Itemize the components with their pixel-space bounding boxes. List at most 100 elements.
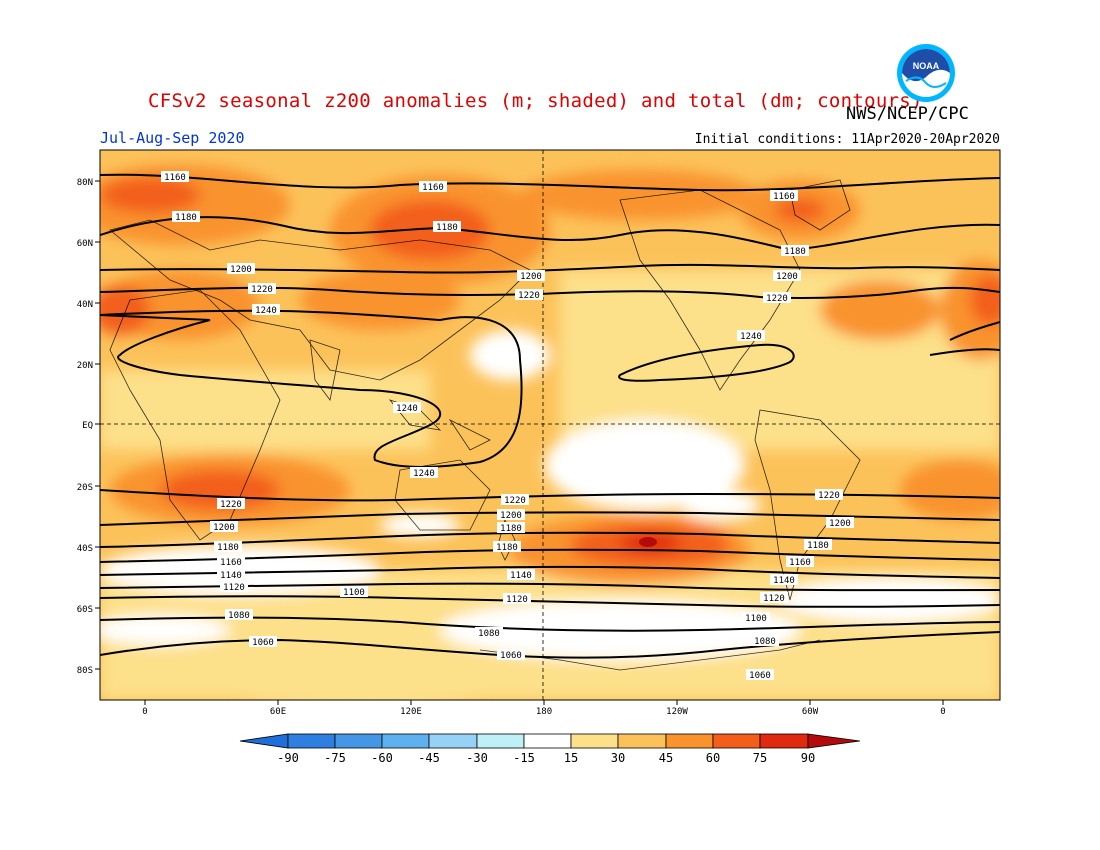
svg-text:1240: 1240 <box>413 469 435 479</box>
svg-text:1180: 1180 <box>496 543 518 553</box>
contour-label-1180: 1180 <box>804 539 832 551</box>
svg-text:1140: 1140 <box>510 571 532 581</box>
colorbar-tick: -15 <box>513 751 535 765</box>
contour-label-1100: 1100 <box>340 586 368 598</box>
contour-label-1160: 1160 <box>770 190 798 202</box>
colorbar-tick: -90 <box>277 751 299 765</box>
svg-text:1220: 1220 <box>220 500 242 510</box>
lat-label: 20N <box>77 361 93 371</box>
contour-label-1240: 1240 <box>393 402 421 414</box>
svg-text:1200: 1200 <box>213 523 235 533</box>
contour-label-1140: 1140 <box>217 569 245 581</box>
svg-text:1180: 1180 <box>784 247 806 257</box>
colorbar-tick: 15 <box>564 751 578 765</box>
svg-text:1140: 1140 <box>773 576 795 586</box>
svg-text:1100: 1100 <box>343 588 365 598</box>
contour-label-1220: 1220 <box>217 498 245 510</box>
contour-label-1200: 1200 <box>826 517 854 529</box>
svg-text:1120: 1120 <box>763 594 785 604</box>
contour-label-1160: 1160 <box>217 556 245 568</box>
svg-text:1160: 1160 <box>422 183 444 193</box>
colorbar-tick: 60 <box>706 751 720 765</box>
colorbar-tick: 45 <box>659 751 673 765</box>
contour-label-1180: 1180 <box>214 541 242 553</box>
contour-label-1160: 1160 <box>419 181 447 193</box>
lon-label: 60E <box>270 707 286 717</box>
contour-label-1080: 1080 <box>751 635 779 647</box>
svg-text:1200: 1200 <box>520 272 542 282</box>
contour-label-1180: 1180 <box>781 245 809 257</box>
svg-text:1200: 1200 <box>230 265 252 275</box>
max-anomaly-core <box>639 537 657 547</box>
lat-label: 60S <box>77 605 93 615</box>
colorbar-bin <box>476 733 525 749</box>
svg-text:1220: 1220 <box>818 491 840 501</box>
svg-text:1180: 1180 <box>807 541 829 551</box>
colorbar-bin <box>428 733 478 749</box>
map-title: CFSv2 seasonal z200 anomalies (m; shaded… <box>148 90 923 112</box>
agency-label: NWS/NCEP/CPC <box>846 104 969 124</box>
axis-ticks <box>95 180 944 705</box>
lat-label: 80S <box>77 666 93 676</box>
svg-text:1220: 1220 <box>518 291 540 301</box>
colorbar-tick: -30 <box>466 751 488 765</box>
svg-text:1160: 1160 <box>164 173 186 183</box>
colorbar-bin <box>665 733 714 749</box>
svg-text:1080: 1080 <box>228 611 250 621</box>
lon-label: 60W <box>802 707 819 717</box>
lon-label: 180 <box>536 707 552 717</box>
shaded-anomalies <box>100 150 1000 700</box>
svg-text:1120: 1120 <box>506 595 528 605</box>
contour-label-1200: 1200 <box>210 521 238 533</box>
coastlines <box>109 179 861 671</box>
colorbar-bin <box>334 733 383 749</box>
contour-label-1180: 1180 <box>493 541 521 553</box>
svg-text:1180: 1180 <box>175 213 197 223</box>
contour-label-1060: 1060 <box>497 649 525 661</box>
svg-text:1200: 1200 <box>776 272 798 282</box>
colorbar-bin <box>712 733 761 749</box>
contour-label-1200: 1200 <box>773 270 801 282</box>
colorbar-bin <box>759 733 809 749</box>
lat-label: 40S <box>77 544 93 554</box>
colorbar-tick: 75 <box>753 751 767 765</box>
colorbar-tick: -75 <box>324 751 346 765</box>
latitude-axis: 80N 60N 40N 20N EQ 20S 40S 60S 80S <box>77 178 93 676</box>
contour-label-1240: 1240 <box>737 330 765 342</box>
initial-conditions: Initial conditions: 11Apr2020-20Apr2020 <box>694 132 1000 147</box>
lat-label: 40N <box>77 300 93 310</box>
contour-label-1200: 1200 <box>497 509 525 521</box>
colorbar-tick: -60 <box>371 751 393 765</box>
contour-label-1140: 1140 <box>507 569 535 581</box>
colorbar-bin <box>381 733 430 749</box>
contour-label-1180: 1180 <box>497 522 525 534</box>
map-frame <box>99 149 1001 701</box>
contour-label-1120: 1120 <box>760 592 788 604</box>
forecast-period: Jul-Aug-Sep 2020 <box>100 129 245 147</box>
svg-text:1200: 1200 <box>829 519 851 529</box>
contour-label-1180: 1180 <box>172 211 200 223</box>
colorbar-bin <box>523 733 572 749</box>
colorbar-tick: -45 <box>418 751 440 765</box>
contour-labels: 1160 1160 1160 1180 1180 1180 1200 1200 … <box>161 171 854 681</box>
contour-label-1080: 1080 <box>475 627 503 639</box>
svg-text:1220: 1220 <box>766 294 788 304</box>
contour-label-1240: 1240 <box>410 467 438 479</box>
contour-label-1160: 1160 <box>786 556 814 568</box>
contour-label-1180: 1180 <box>433 221 461 233</box>
svg-text:1080: 1080 <box>478 629 500 639</box>
contour-label-1120: 1120 <box>503 593 531 605</box>
svg-text:1200: 1200 <box>500 511 522 521</box>
svg-text:1220: 1220 <box>504 496 526 506</box>
lat-label: EQ <box>82 421 93 431</box>
colorbar-tick: 90 <box>801 751 815 765</box>
svg-text:1160: 1160 <box>789 558 811 568</box>
svg-text:1100: 1100 <box>745 614 767 624</box>
contour-label-1200: 1200 <box>227 263 255 275</box>
contour-label-1160: 1160 <box>161 171 189 183</box>
contour-label-1240: 1240 <box>252 304 280 316</box>
colorbar-ticks: -90 -75 -60 -45 -30 -15 15 30 45 60 75 9… <box>277 751 815 765</box>
svg-text:1120: 1120 <box>223 583 245 593</box>
colorbar-bin <box>287 733 336 749</box>
